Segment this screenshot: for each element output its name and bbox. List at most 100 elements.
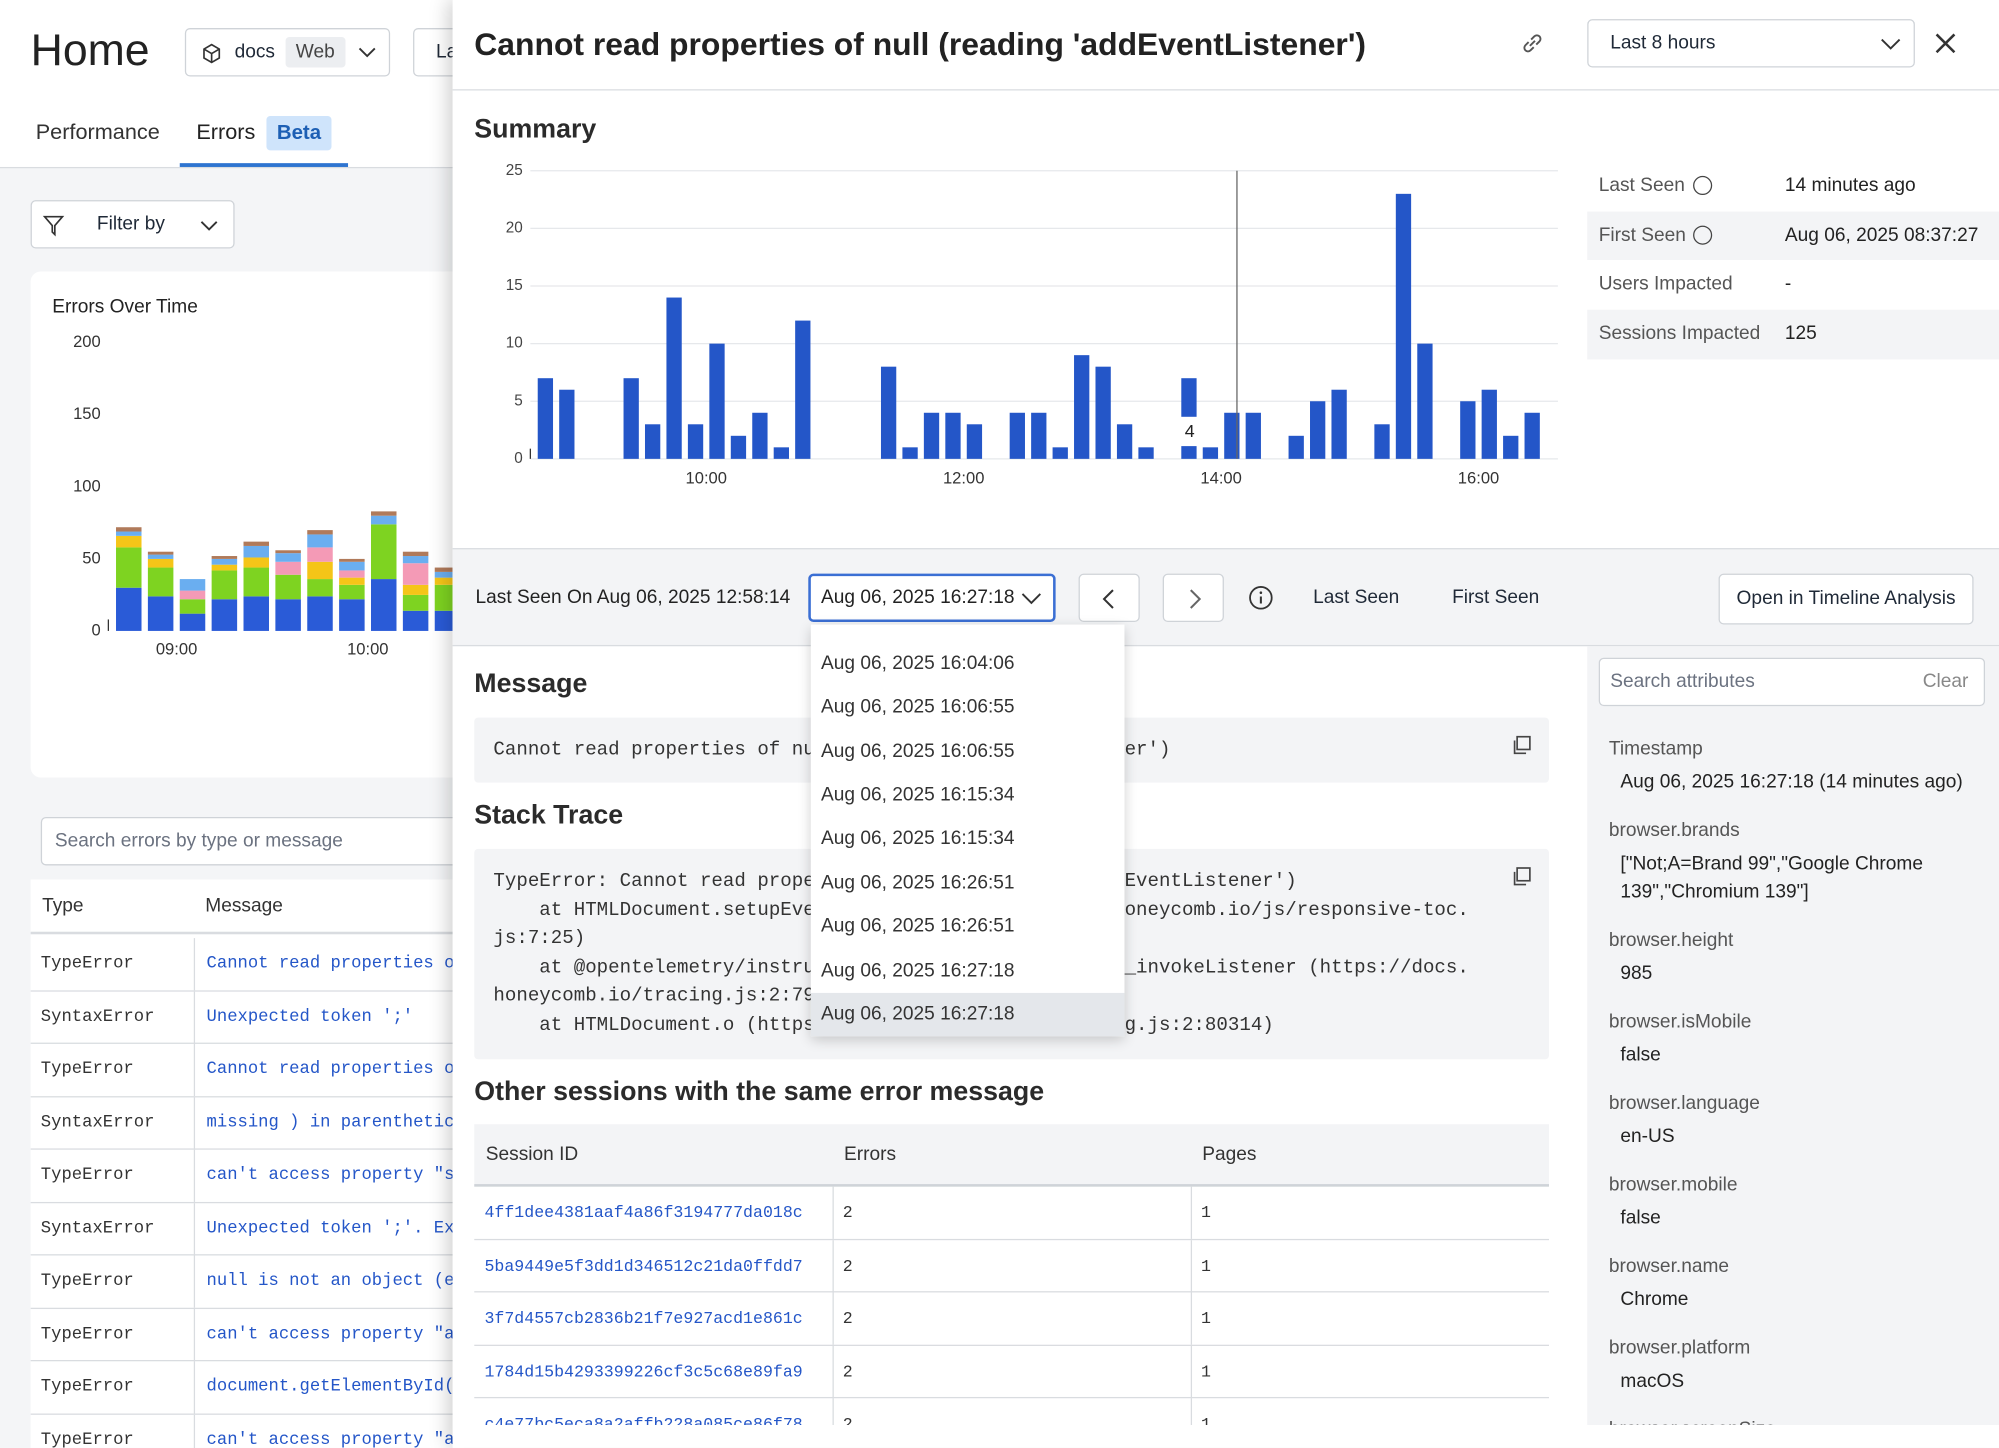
next-button[interactable] bbox=[1162, 573, 1224, 623]
dropdown-option[interactable]: Aug 06, 2025 16:06:55 bbox=[810, 729, 1125, 774]
attribute: browser.name Chrome bbox=[1609, 1253, 1979, 1314]
table-row[interactable]: TypeError can't access property "addEvent… bbox=[31, 1414, 464, 1448]
dropdown-option[interactable]: Aug 06, 2025 16:27:18 bbox=[810, 992, 1125, 1037]
error-message[interactable]: can't access property "style", el is nul… bbox=[206, 1166, 465, 1186]
dropdown-option[interactable]: Aug 06, 2025 16:15:34 bbox=[810, 773, 1125, 818]
table-row[interactable]: TypeError can't access property "style", … bbox=[30, 1149, 465, 1203]
app-selector[interactable]: docs Web bbox=[184, 28, 391, 77]
session-count: 2 bbox=[842, 1362, 853, 1382]
table-row[interactable]: 3f7d4557cb2836b21f7e927acd1e861c 2 1 bbox=[474, 1292, 1550, 1346]
filter-label: Filter by bbox=[96, 212, 165, 235]
column-header: Errors bbox=[843, 1143, 897, 1165]
error-message[interactable]: Unexpected token ';'. Expected ')' bbox=[206, 1219, 465, 1239]
chevron bbox=[1021, 593, 1041, 605]
table-row[interactable]: c4e77bc5eca8a2affb228a085ce86f78 2 1 bbox=[474, 1398, 1549, 1426]
table-row[interactable]: SyntaxError Unexpected token ';' bbox=[30, 991, 465, 1044]
section-heading: Stack Trace bbox=[474, 800, 624, 830]
time-button-label: La bbox=[436, 40, 458, 63]
error-type: TypeError bbox=[40, 954, 134, 974]
x-tick-label: 09:00 bbox=[156, 639, 197, 658]
time-range-select[interactable]: Last 8 hours bbox=[1587, 19, 1915, 68]
dropdown-option[interactable]: Aug 06, 2025 16:06:55 bbox=[810, 685, 1125, 730]
occurrence-select[interactable]: Aug 06, 2025 16:27:18 bbox=[808, 573, 1056, 623]
table-divider bbox=[1190, 1292, 1193, 1345]
stat-label: Last Seen bbox=[1598, 174, 1685, 197]
column-header: Message bbox=[205, 894, 283, 917]
error-message[interactable]: can't access property "addEventListener"… bbox=[206, 1324, 465, 1345]
info-icon[interactable] bbox=[1693, 225, 1713, 245]
session-id[interactable]: 4ff1dee4381aaf4a86f3194777da018c bbox=[484, 1203, 803, 1223]
dropdown-option[interactable]: Aug 06, 2025 16:15:34 bbox=[810, 817, 1125, 862]
tab[interactable]: Errors bbox=[196, 119, 256, 145]
table-row[interactable]: TypeError document.getElementById(...) is… bbox=[30, 1361, 465, 1415]
attribute-value: en-US bbox=[1620, 1125, 1675, 1148]
bar-segment bbox=[402, 556, 429, 564]
table-divider bbox=[193, 1096, 196, 1150]
table-row[interactable]: 5ba9449e5f3dd1d346512c21da0ffdd7 2 1 bbox=[474, 1239, 1550, 1293]
bar-segment bbox=[243, 541, 270, 546]
clear-button[interactable]: Clear bbox=[1922, 670, 1969, 693]
error-message[interactable]: Cannot read properties of null (reading … bbox=[206, 954, 465, 974]
session-id[interactable]: c4e77bc5eca8a2affb228a085ce86f78 bbox=[484, 1415, 803, 1426]
first-seen-button[interactable]: First Seen bbox=[1452, 586, 1540, 608]
dropdown-option[interactable]: Aug 06, 2025 16:26:51 bbox=[810, 905, 1125, 950]
bar-segment bbox=[307, 561, 333, 580]
error-message[interactable]: Cannot read properties of undefined (rea… bbox=[206, 1060, 465, 1080]
error-message[interactable]: null is not an object (evaluating 'el.ad… bbox=[206, 1272, 465, 1292]
attribute-value: Aug 06, 2025 16:27:18 (14 minutes ago) bbox=[1620, 771, 1963, 793]
dropdown-option[interactable]: Aug 06, 2025 16:27:18 bbox=[810, 949, 1125, 993]
section-heading: Other sessions with the same error messa… bbox=[474, 1077, 1045, 1107]
bar-segment bbox=[116, 531, 142, 536]
info-icon[interactable] bbox=[1693, 175, 1713, 196]
session-id[interactable]: 3f7d4557cb2836b21f7e927acd1e861c bbox=[484, 1309, 803, 1329]
stat-label: Users Impacted bbox=[1598, 273, 1733, 295]
table-row[interactable]: TypeError Cannot read properties of null … bbox=[30, 938, 465, 992]
chevron-left bbox=[1102, 589, 1114, 609]
table-row[interactable]: 1784d15b4293399226cf3c5c68e89fa9 2 1 bbox=[474, 1345, 1550, 1399]
stat-value: Aug 06, 2025 08:37:27 bbox=[1784, 223, 1979, 246]
link-icon[interactable] bbox=[1520, 31, 1545, 56]
error-message[interactable]: can't access property "addEventListener" bbox=[206, 1430, 465, 1448]
bar-segment bbox=[211, 564, 238, 571]
filter-button[interactable]: Filter by bbox=[30, 200, 235, 249]
table-row[interactable]: TypeError can't access property "addEvent… bbox=[30, 1308, 465, 1362]
column-header: Type bbox=[42, 894, 84, 917]
prev-button[interactable] bbox=[1078, 573, 1140, 623]
bar-segment bbox=[307, 596, 333, 631]
bar-segment bbox=[116, 527, 142, 532]
table-header: Session ID Errors Pages bbox=[474, 1124, 1550, 1187]
bar-segment bbox=[370, 511, 397, 516]
error-message[interactable]: Unexpected token ';' bbox=[206, 1007, 414, 1027]
y-tick-label: 50 bbox=[82, 548, 100, 567]
dropdown-option[interactable]: Aug 06, 2025 16:26:51 bbox=[810, 861, 1125, 906]
table-row[interactable]: 4ff1dee4381aaf4a86f3194777da018c 2 1 bbox=[474, 1186, 1550, 1240]
session-id[interactable]: 1784d15b4293399226cf3c5c68e89fa9 bbox=[484, 1362, 803, 1382]
info-icon[interactable] bbox=[1248, 585, 1273, 610]
session-id[interactable]: 5ba9449e5f3dd1d346512c21da0ffdd7 bbox=[484, 1256, 803, 1276]
table-divider bbox=[193, 991, 196, 1044]
copy-icon[interactable] bbox=[1512, 735, 1532, 755]
table-divider bbox=[1190, 1239, 1193, 1292]
attribute-key: browser.mobile bbox=[1608, 1173, 1738, 1196]
table-row[interactable]: TypeError Cannot read properties of undef… bbox=[30, 1043, 465, 1097]
dropdown-option[interactable]: Aug 06, 2025 16:04:06 bbox=[810, 642, 1125, 686]
error-type: TypeError bbox=[40, 1166, 134, 1186]
tab[interactable]: Performance bbox=[35, 119, 160, 145]
attribute: browser.height 985 bbox=[1609, 927, 1979, 988]
error-type: TypeError bbox=[40, 1324, 134, 1345]
timeline-button[interactable]: Open in Timeline Analysis bbox=[1718, 573, 1974, 625]
error-message[interactable]: missing ) in parenthetical bbox=[206, 1113, 465, 1133]
bar-segment bbox=[370, 579, 397, 631]
close-icon[interactable] bbox=[1933, 31, 1958, 56]
last-seen-button[interactable]: Last Seen bbox=[1313, 586, 1400, 608]
table-row[interactable]: TypeError null is not an object (evaluati… bbox=[30, 1255, 465, 1309]
session-count: 2 bbox=[842, 1203, 853, 1223]
error-type: SyntaxError bbox=[40, 1007, 155, 1027]
search-input[interactable]: Search errors by type or message bbox=[40, 817, 475, 866]
session-count: 1 bbox=[1200, 1256, 1211, 1276]
table-row[interactable]: SyntaxError Unexpected token ';'. Expecte… bbox=[30, 1202, 465, 1256]
table-row[interactable]: SyntaxError missing ) in parenthetical bbox=[30, 1096, 465, 1150]
error-message[interactable]: document.getElementById(...) is null bbox=[206, 1377, 465, 1397]
attribute-search[interactable]: Search attributes Clear bbox=[1598, 657, 1986, 707]
copy-icon[interactable] bbox=[1512, 867, 1532, 887]
